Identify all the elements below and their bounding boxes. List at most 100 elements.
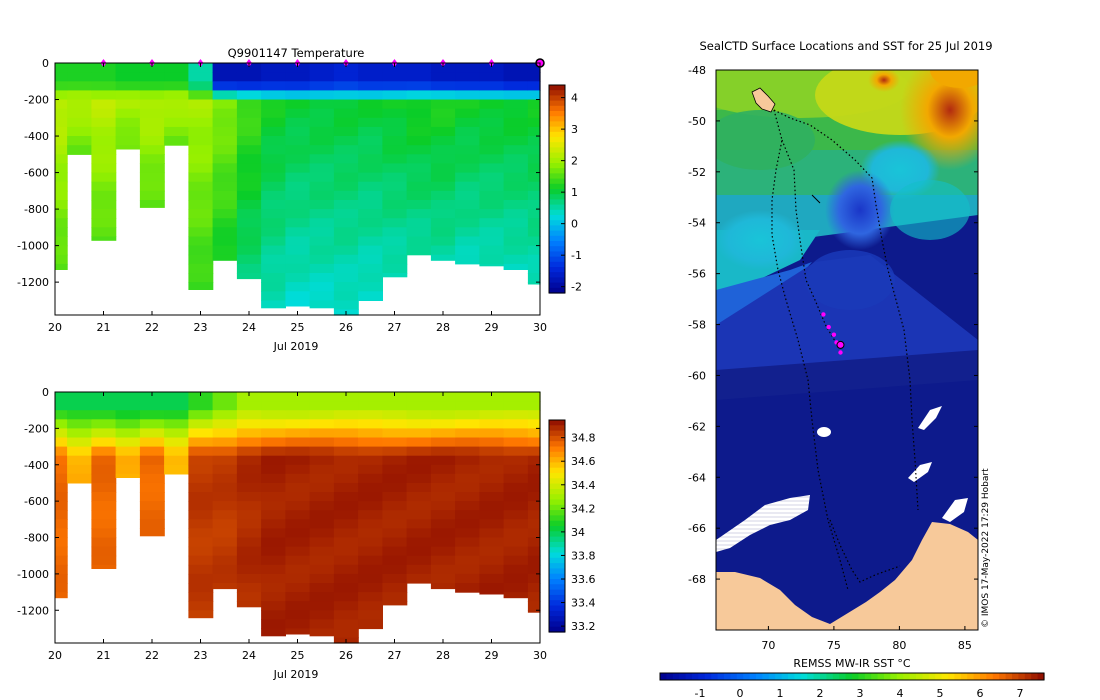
temp-cbar-swatch-39 — [549, 287, 565, 294]
temp-cells-cell-d22-l1 — [139, 72, 165, 82]
temp-cells-cell-d28.5-l0 — [455, 63, 480, 73]
temp-cells-cell-d29.5-l7 — [503, 126, 529, 137]
sal-cells-cell-d25-l14 — [285, 519, 311, 529]
temp-cells-cell-d22-l0 — [139, 63, 165, 73]
sal-cells-cell-d28.5-l12 — [455, 501, 480, 511]
salinity-y-ticks: 0 -200 -400 -600 -800 -1000 -1200 — [17, 386, 540, 617]
sal-cells-cell-d22.5-l2 — [164, 410, 189, 420]
sal-cells-cell-d20-l0 — [55, 392, 68, 402]
recent-position-2 — [831, 332, 837, 337]
sal-cells-cell-d23-l4 — [188, 428, 214, 439]
sal-cbar-label-4: 34 — [571, 526, 585, 539]
salinity-panel: 0 -200 -400 -600 -800 -1000 -1200 20 21 22 23 24 25… — [17, 386, 595, 681]
temp-cells-cell-d22.5-l6 — [164, 117, 189, 128]
sal-cells-cell-d26-l10 — [333, 482, 359, 493]
sal-cells-cell-d25-l9 — [285, 473, 311, 484]
sal-cells-cell-d24-l11 — [236, 492, 262, 502]
temp-cbar-swatch-27 — [549, 225, 565, 232]
temp-cells-cell-d24-l22 — [236, 263, 262, 274]
temp-cells-cell-d20-l12 — [55, 172, 68, 183]
temp-cbar-label-2: 2 — [571, 155, 578, 168]
temp-cells-cell-d28-l15 — [430, 200, 456, 210]
temp-cells-cell-d23.5-l20 — [212, 245, 238, 256]
temp-cells-cell-d25.5-l1 — [309, 72, 335, 82]
sal-cells-cell-d23.5-l16 — [212, 537, 238, 548]
sal-cells-cell-d27.5-l14 — [406, 519, 432, 529]
sal-cells-cell-d29-l20 — [479, 573, 505, 584]
sal-cells-cell-d25-l25 — [285, 619, 311, 630]
temp-cells-cell-d28-l19 — [430, 236, 456, 247]
sal-cells-cell-d27-l21 — [382, 583, 408, 593]
sal-cells-cell-d28.5-l4 — [455, 428, 480, 439]
temp-cells-cell-d27-l12 — [382, 172, 408, 183]
temp-cells-cell-d26-l21 — [333, 254, 359, 265]
sal-cells-cell-d28-l4 — [430, 428, 456, 439]
temp-cells-cell-d29-l4 — [479, 99, 505, 110]
sal-cells-cell-d24.5-l25 — [261, 619, 286, 630]
temp-cells-cell-d26.5-l1 — [358, 72, 383, 82]
sal-cells-cell-d26-l18 — [333, 555, 359, 566]
temp-cells-cell-d30-l16 — [527, 209, 541, 219]
sal-cells-cell-d24-l7 — [236, 455, 262, 466]
sal-cells-cell-d29.5-l15 — [503, 528, 529, 539]
sal-cells-cell-d27.5-l6 — [406, 446, 432, 457]
temp-cells-cell-d24-l14 — [236, 190, 262, 201]
temp-cells-cell-d23.5-l11 — [212, 163, 238, 174]
sal-cells-cell-d25.5-l23 — [309, 601, 335, 611]
sal-cells-cell-d24.5-l15 — [261, 528, 286, 539]
sal-xticks-label-6: 26 — [339, 649, 353, 662]
sal-cells-cell-d25-l15 — [285, 528, 311, 539]
sal-cells-cell-d26.5-l23 — [358, 601, 383, 611]
sal-cells-cell-d27-l8 — [382, 464, 408, 475]
temp-cells-cell-d23.5-l12 — [212, 172, 238, 183]
temp-yticks-label-6: -1200 — [17, 276, 49, 289]
map-axes-frame — [715, 69, 979, 631]
sal-cells-cell-d30-l21 — [527, 583, 541, 593]
temp-cells-cell-d24.5-l22 — [261, 263, 286, 274]
temp-cells-cell-d22.5-l5 — [164, 108, 189, 119]
temp-cells-cell-d25-l5 — [285, 108, 311, 119]
sal-cells-cell-d22-l13 — [139, 510, 165, 520]
temp-cells-cell-d24-l19 — [236, 236, 262, 247]
temp-cells-cell-d29.5-l18 — [503, 227, 529, 237]
sal-cells-cell-d29.5-l16 — [503, 537, 529, 548]
sal-cells-cell-d29.5-l8 — [503, 464, 529, 475]
sal-cells-cell-d24.5-l2 — [261, 410, 286, 420]
sal-xticks-label-4: 24 — [242, 649, 256, 662]
temp-cells-cell-d21-l6 — [91, 117, 117, 128]
sal-cells-cell-d29.5-l7 — [503, 455, 529, 466]
sal-cells-cell-d21-l5 — [91, 437, 117, 448]
sal-cells-cell-d26.5-l16 — [358, 537, 383, 548]
temp-cells-cell-d24-l10 — [236, 154, 262, 164]
sal-yticks-label-2: -400 — [24, 459, 49, 472]
temp-cells-cell-d24-l7 — [236, 126, 262, 137]
sal-cells-cell-d25.5-l3 — [309, 419, 335, 429]
temp-cells-cell-d26.5-l20 — [358, 245, 383, 256]
sal-cells-cell-d26-l0 — [333, 392, 359, 402]
map-xtick-label-2: 80 — [892, 639, 906, 652]
temp-cells-cell-d20.5-l0 — [67, 63, 92, 73]
sal-cells-cell-d20-l12 — [55, 501, 68, 511]
temp-cells-cell-d23.5-l16 — [212, 209, 238, 219]
temp-cells-cell-d23.5-l18 — [212, 227, 238, 237]
temp-cells-cell-d26.5-l21 — [358, 254, 383, 265]
sal-cells-cell-d28-l9 — [430, 473, 456, 484]
temp-cells-cell-d29-l13 — [479, 181, 505, 192]
temp-xticks-label-4: 24 — [242, 321, 256, 334]
sal-cells-cell-d24-l19 — [236, 564, 262, 575]
sal-cells-cell-d24.5-l0 — [261, 392, 286, 402]
sal-cells-cell-d26.5-l5 — [358, 437, 383, 448]
temp-cells-cell-d28.5-l1 — [455, 72, 480, 82]
temp-cells-cell-d24.5-l11 — [261, 163, 286, 174]
temp-cells-cell-d28-l8 — [430, 136, 456, 146]
temp-cells-cell-d21-l0 — [91, 63, 117, 73]
sal-cells-cell-d25.5-l9 — [309, 473, 335, 484]
temp-cells-cell-d21-l19 — [91, 236, 117, 241]
temp-cells-cell-d23-l13 — [188, 181, 214, 192]
map-cbar-swatch-15 — [756, 673, 763, 680]
sal-cells-cell-d23.5-l8 — [212, 464, 238, 475]
temp-cells-cell-d21-l1 — [91, 72, 117, 82]
map-cbar-swatch-11 — [730, 673, 738, 680]
temp-cells-cell-d20.5-l3 — [67, 90, 92, 101]
